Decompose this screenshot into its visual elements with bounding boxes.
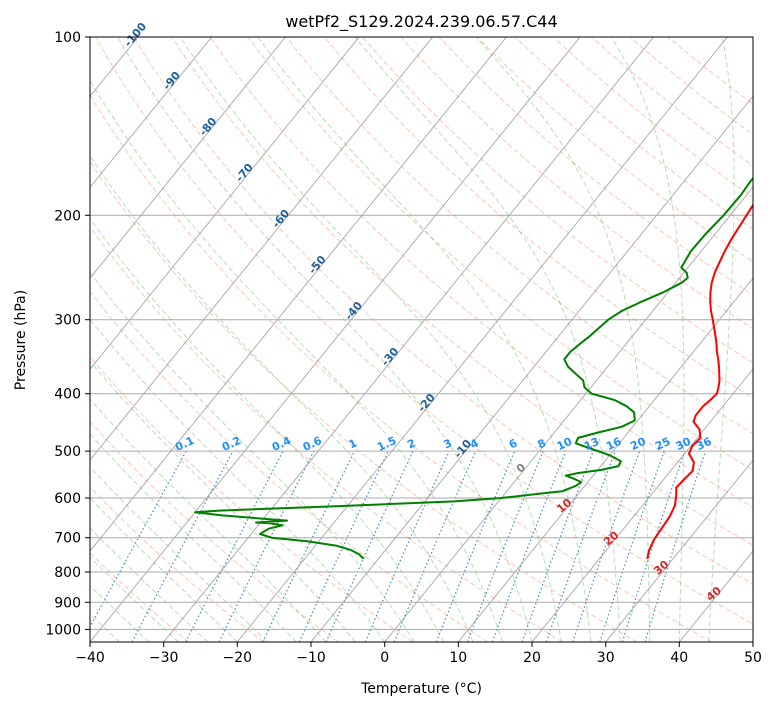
y-tick-label: 700: [54, 531, 81, 547]
x-axis-label: Temperature (°C): [360, 681, 482, 697]
x-tick-label: 50: [744, 650, 762, 666]
x-tick-label: −10: [296, 650, 326, 666]
x-tick-label: 0: [380, 650, 389, 666]
y-axis-label: Pressure (hPa): [13, 290, 29, 390]
y-tick-label: 500: [54, 444, 81, 460]
y-tick-label: 600: [54, 491, 81, 507]
y-tick-label: 400: [54, 387, 81, 403]
y-tick-label: 1000: [45, 622, 81, 638]
x-tick-label: 20: [523, 650, 541, 666]
x-tick-label: 40: [670, 650, 688, 666]
y-tick-label: 900: [54, 595, 81, 611]
y-tick-label: 200: [54, 208, 81, 224]
y-tick-label: 300: [54, 313, 81, 329]
x-tick-label: −20: [223, 650, 253, 666]
chart-title: wetPf2_S129.2024.239.06.57.C44: [285, 12, 557, 32]
x-tick-label: −40: [75, 650, 105, 666]
y-tick-label: 800: [54, 565, 81, 581]
x-tick-label: 10: [449, 650, 467, 666]
x-tick-label: −30: [149, 650, 179, 666]
x-tick-label: 30: [597, 650, 615, 666]
y-tick-label: 100: [54, 30, 81, 46]
